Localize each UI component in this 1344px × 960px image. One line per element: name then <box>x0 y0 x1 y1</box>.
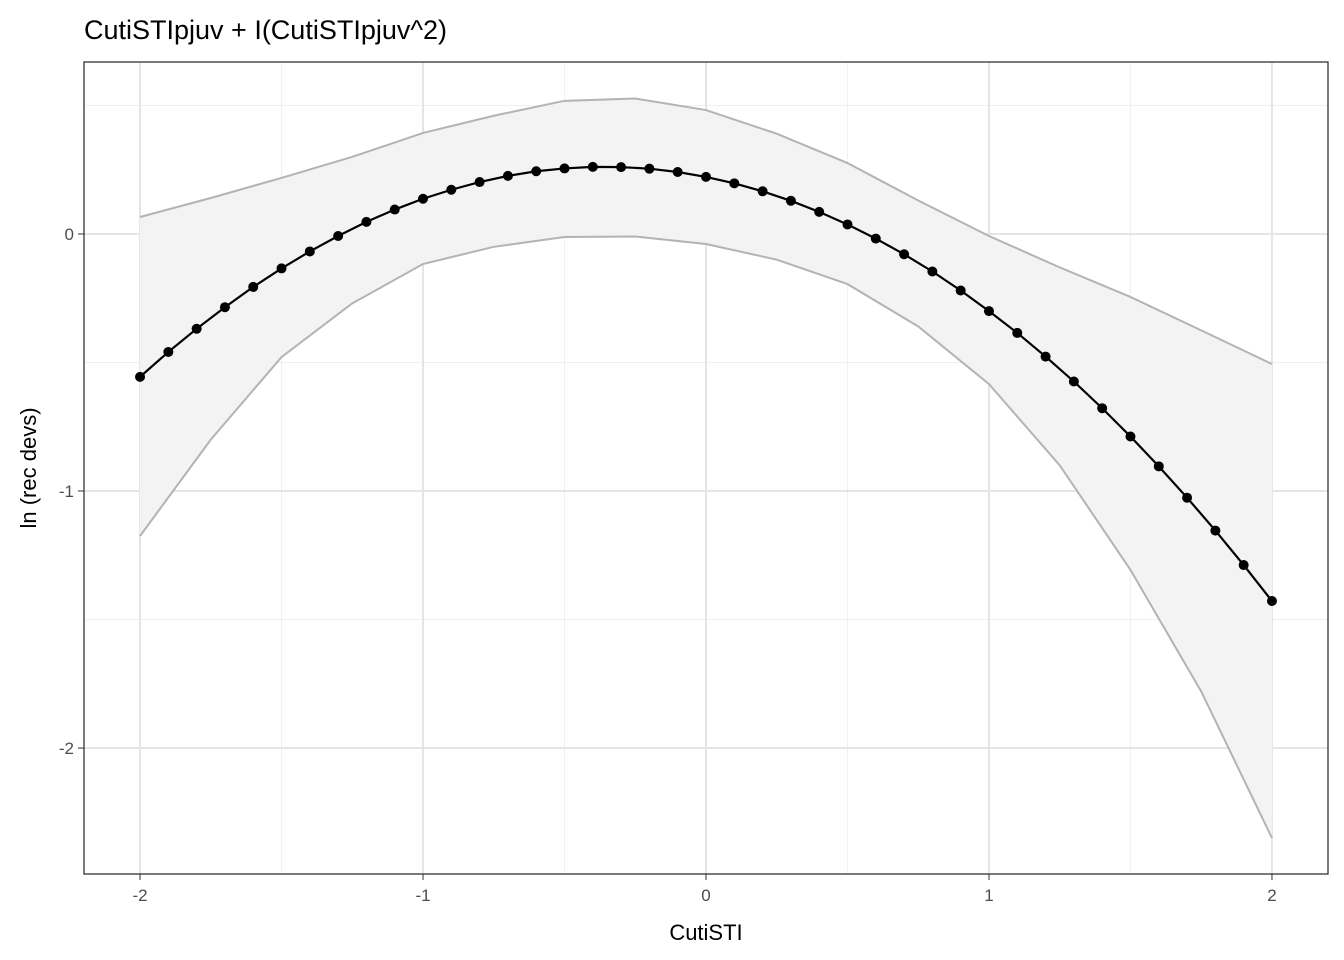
x-tick-label: 0 <box>701 886 710 905</box>
point <box>446 184 457 195</box>
point <box>1012 327 1023 338</box>
point <box>191 323 202 334</box>
point <box>729 178 740 189</box>
point <box>389 204 400 215</box>
confidence-band <box>140 98 1272 839</box>
y-tick-label: -2 <box>59 739 74 758</box>
point <box>616 162 627 173</box>
point <box>870 233 881 244</box>
y-tick-label: 0 <box>65 225 74 244</box>
lower-bound <box>139 235 1273 839</box>
point <box>418 193 429 204</box>
point <box>304 246 315 257</box>
point <box>955 285 966 296</box>
point <box>701 171 711 182</box>
point <box>163 346 174 357</box>
point <box>672 167 683 178</box>
point <box>757 186 768 197</box>
point <box>1153 461 1164 472</box>
point <box>1068 376 1079 387</box>
x-tick-label: -2 <box>132 886 147 905</box>
point <box>276 263 287 274</box>
point <box>644 163 655 174</box>
point <box>219 302 230 313</box>
point <box>1210 525 1221 536</box>
point <box>474 177 485 188</box>
point <box>587 161 598 172</box>
x-tick-label: 2 <box>1267 886 1276 905</box>
point <box>1266 596 1277 607</box>
point <box>502 170 513 181</box>
point <box>361 216 372 227</box>
point <box>927 266 938 277</box>
point <box>248 281 259 292</box>
point <box>1125 431 1136 442</box>
point <box>1238 560 1249 571</box>
point <box>1182 492 1193 503</box>
upper-bound <box>139 97 1273 365</box>
point <box>1040 351 1051 362</box>
point <box>559 163 570 174</box>
point <box>333 231 344 242</box>
y-axis-title: ln (rec devs) <box>16 407 41 528</box>
x-tick-label: 1 <box>984 886 993 905</box>
point <box>899 249 910 260</box>
x-tick-label: -1 <box>415 886 430 905</box>
chart-title: CutiSTIpjuv + I(CutiSTIpjuv^2) <box>84 15 447 45</box>
plot-border <box>83 61 1329 875</box>
point <box>1097 403 1108 414</box>
y-tick-label: -1 <box>59 482 74 501</box>
point <box>814 206 825 217</box>
point <box>842 219 853 230</box>
point <box>785 195 796 206</box>
point <box>983 306 994 317</box>
point <box>531 166 542 177</box>
point <box>135 371 146 382</box>
x-axis-title: CutiSTI <box>669 920 742 945</box>
